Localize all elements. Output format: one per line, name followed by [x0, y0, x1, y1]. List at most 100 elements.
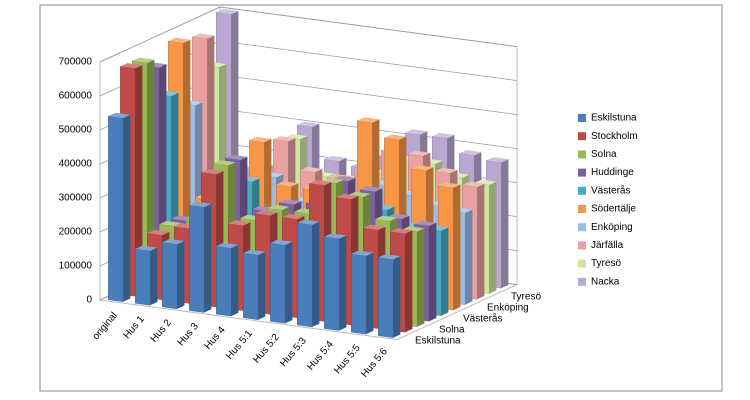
grid-line: [99, 6, 518, 63]
bar-top: [459, 150, 482, 156]
bar-side: [258, 251, 266, 320]
legend-swatch: [578, 186, 586, 195]
bar-front: [378, 257, 394, 338]
bar-top: [276, 181, 299, 187]
bar-side: [489, 181, 497, 294]
bar-side: [453, 184, 461, 311]
bar-top: [351, 250, 374, 256]
bar-front: [270, 242, 286, 324]
bar-top: [438, 182, 461, 188]
bar-top: [435, 167, 458, 174]
bar-top: [324, 155, 347, 162]
bar-side: [123, 114, 131, 302]
legend-label: Solna: [591, 149, 617, 160]
bar-top: [243, 249, 266, 256]
bar-side: [477, 183, 485, 300]
bar-top: [414, 220, 437, 226]
bar: [162, 239, 185, 310]
bar-top: [300, 166, 323, 173]
bar-top: [108, 112, 131, 119]
y-tick-label: 700000: [59, 57, 93, 68]
bar-top: [189, 201, 212, 208]
legend-label: Västerås: [591, 184, 630, 196]
bar-front: [243, 252, 259, 320]
bar: [216, 242, 239, 317]
legend-label: Södertälje: [591, 204, 636, 215]
bar-top: [378, 254, 401, 260]
bar: [108, 112, 131, 302]
legend-label: Tyresö: [591, 258, 621, 269]
bar-top: [201, 169, 224, 175]
depth-label: Enköping: [487, 302, 529, 313]
bar-top: [390, 228, 413, 234]
bar-front: [189, 204, 205, 313]
bar-side: [465, 209, 473, 305]
bar-front: [162, 242, 178, 310]
y-tick-label: 300000: [59, 193, 93, 204]
legend-label: Järfälla: [591, 240, 624, 251]
legend-label: Stockholm: [591, 131, 638, 142]
bar-top: [132, 57, 155, 63]
bar-top: [249, 136, 272, 143]
legend-swatch: [578, 277, 586, 286]
bar-side: [312, 221, 320, 327]
legend-swatch: [578, 259, 586, 268]
bar-top: [462, 181, 485, 187]
bar-top: [213, 160, 236, 166]
y-tick-label: 400000: [59, 159, 93, 170]
bar: [378, 254, 401, 338]
bar-side: [339, 235, 347, 331]
bar-top: [411, 165, 434, 171]
bar-side: [231, 244, 239, 317]
bar-top: [273, 136, 296, 142]
legend-swatch: [578, 114, 586, 122]
bar-top: [228, 220, 251, 226]
bar: [135, 245, 158, 306]
bar-front: [324, 236, 340, 331]
bar-top: [279, 199, 302, 205]
legend-swatch: [578, 205, 586, 213]
legend-label: Huddinge: [591, 167, 634, 178]
bar-top: [225, 154, 248, 160]
bar-front: [108, 115, 124, 302]
bar-top: [267, 204, 290, 211]
bar: [243, 249, 266, 320]
bar-top: [357, 117, 380, 123]
bar-top: [297, 219, 320, 225]
legend-label: Enköping: [591, 222, 633, 233]
legend-label: Nacka: [591, 276, 620, 287]
y-tick-label: 100000: [59, 261, 93, 272]
bar-front: [351, 253, 367, 335]
bar-top: [375, 215, 398, 222]
bar-top: [255, 210, 278, 216]
bar-side: [501, 159, 509, 289]
bar-top: [162, 239, 185, 245]
bar-top: [216, 8, 239, 15]
bar-side: [441, 227, 449, 316]
bar-top: [405, 129, 428, 135]
bar-side: [393, 256, 401, 338]
bar-top: [120, 63, 143, 69]
bar-top: [282, 213, 305, 220]
bar-top: [147, 229, 170, 236]
depth-label: Västerås: [463, 312, 502, 324]
bar-top: [360, 186, 383, 192]
bar-top: [168, 37, 191, 43]
bar-side: [429, 222, 437, 322]
bar: [189, 201, 212, 313]
bar-front: [135, 248, 151, 306]
bar: [297, 219, 320, 328]
bar-top: [336, 193, 359, 200]
bar-front: [216, 245, 232, 317]
bar-top: [363, 224, 386, 230]
bar-side: [285, 241, 293, 324]
bar-top: [408, 150, 431, 156]
legend-label: Eskilstuna: [591, 113, 637, 124]
y-tick-label: 200000: [59, 227, 93, 238]
bar-top: [135, 245, 158, 251]
bar-top: [324, 233, 347, 239]
bar-top: [384, 134, 407, 140]
bar-top: [297, 121, 320, 127]
bar-side: [183, 39, 191, 275]
